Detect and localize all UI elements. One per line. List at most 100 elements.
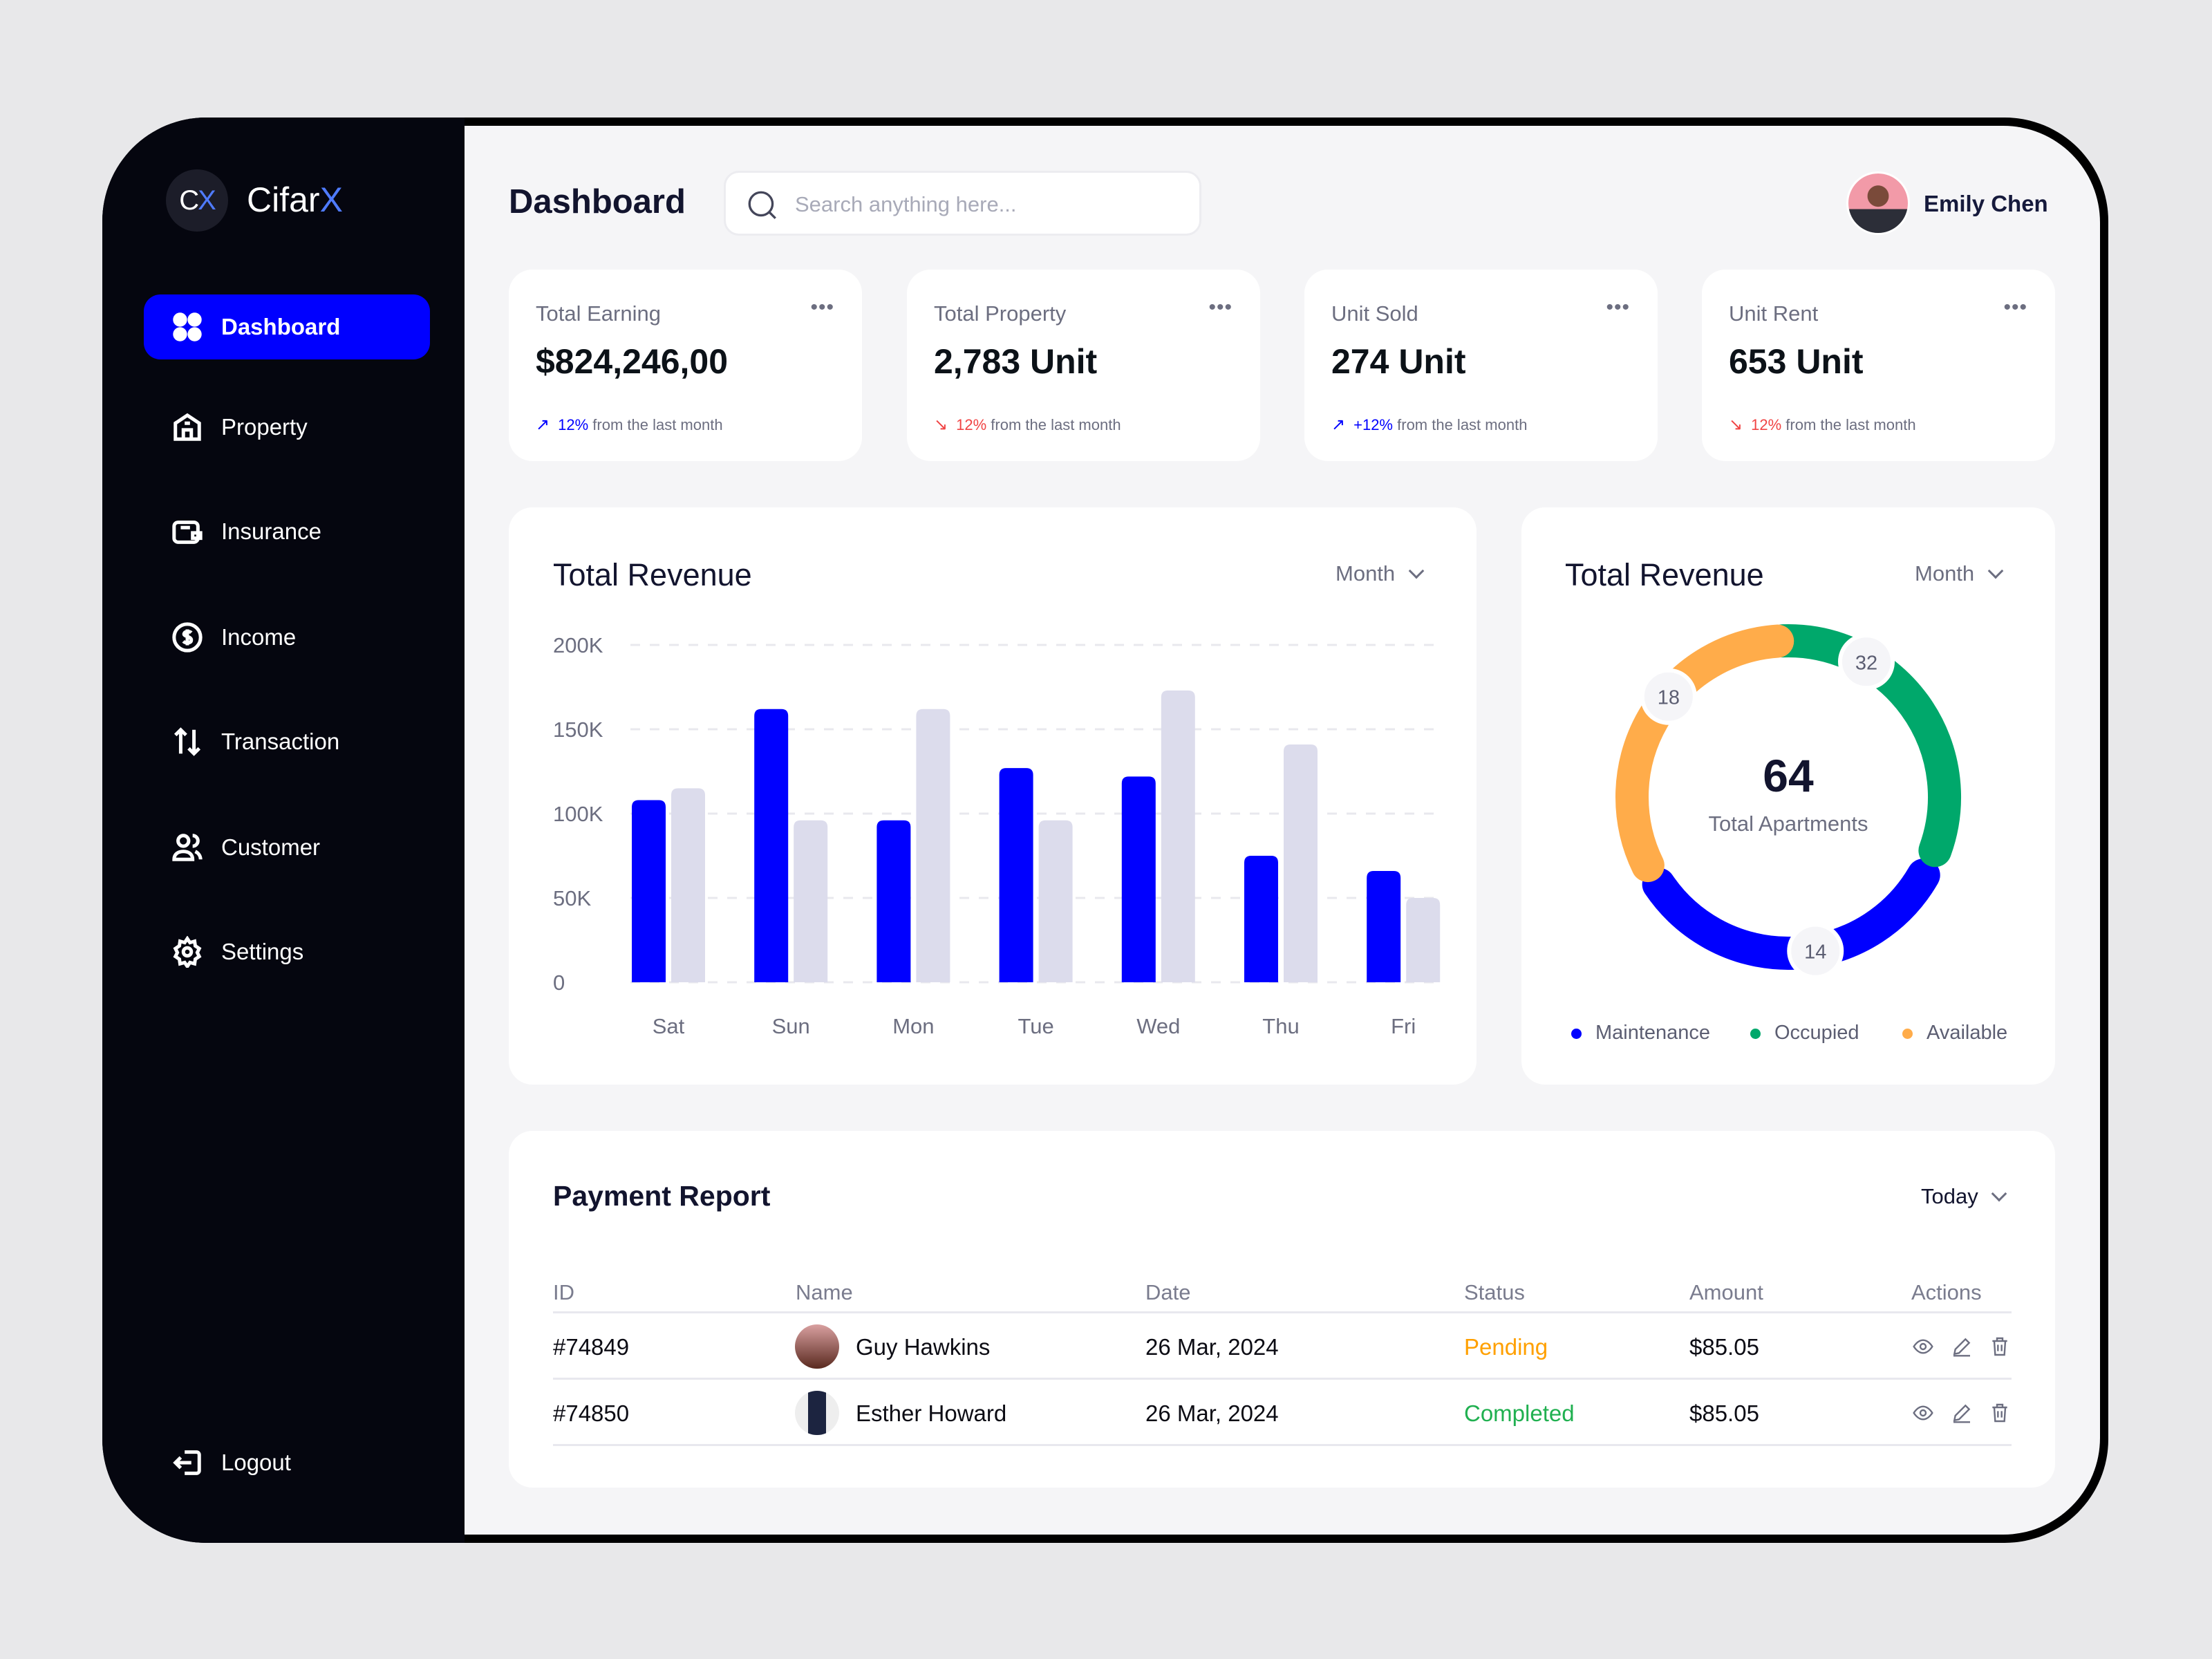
more-options-icon[interactable]: ••• — [2003, 296, 2027, 319]
customer-name: Guy Hawkins — [856, 1334, 991, 1360]
sidebar-item-property[interactable]: Property — [144, 395, 430, 460]
logout-button[interactable]: Logout — [144, 1430, 430, 1495]
column-header: Status — [1464, 1280, 1525, 1304]
column-header: Actions — [1911, 1280, 1982, 1304]
legend-item: Maintenance — [1571, 1022, 1710, 1044]
today-dropdown[interactable]: Today — [1921, 1184, 2007, 1209]
donut-segment-occupied[interactable] — [1766, 624, 1961, 868]
bar-mon-series-1[interactable] — [877, 820, 911, 982]
bar-wed-series-1[interactable] — [1121, 776, 1156, 982]
sidebar-item-label: Customer — [221, 834, 321, 860]
stat-value: 2,783 Unit — [934, 342, 1098, 381]
dropdown-label: Month — [1915, 561, 1975, 585]
x-tick-label: Sat — [653, 1014, 685, 1038]
bar-wed-series-2[interactable] — [1161, 690, 1195, 982]
sidebar-item-settings[interactable]: Settings — [144, 919, 430, 984]
trend-percent: 12% — [956, 416, 987, 433]
y-tick-label: 100K — [553, 802, 603, 826]
more-options-icon[interactable]: ••• — [810, 296, 834, 319]
bar-sun-series-2[interactable] — [794, 820, 828, 982]
delete-icon[interactable] — [1989, 1335, 2011, 1358]
payment-date: 26 Mar, 2024 — [1145, 1334, 1279, 1360]
sidebar-item-label: Transaction — [221, 729, 340, 754]
x-tick-label: Fri — [1391, 1014, 1416, 1038]
trend-suffix: from the last month — [991, 416, 1121, 433]
badge-value: 18 — [1658, 687, 1680, 709]
sidebar-item-label: Dashboard — [221, 314, 341, 339]
status-badge: Completed — [1464, 1400, 1575, 1426]
bar-tue-series-2[interactable] — [1038, 820, 1073, 982]
logout-label: Logout — [221, 1450, 291, 1475]
trend-percent: +12% — [1353, 416, 1393, 433]
bar-mon-series-2[interactable] — [916, 709, 950, 982]
stat-card: Unit Rent ••• 653 Unit ↘ 12% from the las… — [1702, 270, 2055, 461]
edit-icon[interactable] — [1951, 1402, 1973, 1424]
edit-icon[interactable] — [1951, 1335, 1973, 1358]
legend-label: Available — [1927, 1022, 2008, 1044]
payment-id: #74849 — [553, 1334, 630, 1360]
legend-item: Available — [1902, 1022, 2007, 1044]
sidebar-item-label: Insurance — [221, 518, 321, 544]
dropdown-label: Today — [1921, 1184, 1978, 1208]
delete-icon[interactable] — [1989, 1402, 2011, 1424]
search-input[interactable]: Search anything here... — [724, 171, 1201, 236]
payment-amount: $85.05 — [1689, 1400, 1759, 1426]
view-icon[interactable] — [1912, 1335, 1934, 1358]
more-options-icon[interactable]: ••• — [1606, 296, 1630, 319]
payment-title: Payment Report — [553, 1180, 771, 1212]
bar-fri-series-1[interactable] — [1367, 870, 1401, 982]
sidebar-item-transaction[interactable]: Transaction — [144, 709, 430, 774]
trend-suffix: from the last month — [592, 416, 723, 433]
user-name[interactable]: Emily Chen — [1924, 191, 2048, 216]
stat-trend: ↘ 12% from the last month — [1729, 415, 1916, 435]
trend-percent: 12% — [1751, 416, 1782, 433]
x-tick-label: Thu — [1262, 1014, 1299, 1038]
stat-label: Unit Rent — [1729, 301, 1819, 326]
sidebar-item-label: Settings — [221, 939, 304, 964]
gear-icon — [173, 936, 202, 968]
stat-value: $824,246,00 — [536, 342, 729, 381]
sidebar-item-customer[interactable]: Customer — [144, 815, 430, 880]
sidebar-item-dashboard[interactable]: Dashboard — [144, 294, 430, 359]
column-header: Name — [796, 1280, 853, 1304]
bar-fri-series-2[interactable] — [1406, 898, 1441, 982]
sidebar-item-income[interactable]: Income — [144, 605, 430, 670]
bar-sun-series-1[interactable] — [754, 709, 789, 982]
bar-sat-series-1[interactable] — [632, 800, 666, 982]
month-dropdown[interactable]: Month — [1915, 561, 2004, 586]
user-avatar[interactable] — [1846, 171, 1910, 235]
donut-value-badge: 32 — [1838, 633, 1895, 691]
more-options-icon[interactable]: ••• — [1208, 296, 1232, 319]
legend-dot — [1902, 1029, 1913, 1039]
legend-dot — [1750, 1029, 1761, 1039]
donut-center-label: Total Apartments — [1708, 812, 1868, 836]
bar-sat-series-2[interactable] — [671, 788, 705, 982]
customer-avatar — [795, 1391, 839, 1435]
badge-value: 32 — [1855, 652, 1877, 674]
y-tick-label: 200K — [553, 633, 603, 657]
bar-thu-series-1[interactable] — [1244, 856, 1278, 982]
logout-icon — [173, 1450, 201, 1475]
month-dropdown[interactable]: Month — [1335, 561, 1425, 586]
sidebar-item-label: Income — [221, 624, 297, 650]
y-tick-label: 0 — [553, 971, 565, 995]
stat-card: Total Property ••• 2,783 Unit ↘ 12% from … — [907, 270, 1260, 461]
trend-percent: 12% — [558, 416, 589, 433]
chevron-down-icon — [1991, 1185, 2007, 1202]
chart-title: Total Revenue — [553, 557, 752, 592]
stat-card: Total Earning ••• $824,246,00 ↗ 12% from … — [509, 270, 862, 461]
sidebar-item-insurance[interactable]: Insurance — [144, 499, 430, 564]
chart-title: Total Revenue — [1565, 557, 1764, 592]
grid-icon — [173, 312, 202, 341]
donut-center-value: 64 — [1763, 750, 1814, 801]
trend-up-icon: ↗ — [536, 415, 550, 434]
bar-tue-series-1[interactable] — [999, 768, 1033, 982]
customer-avatar — [795, 1324, 839, 1369]
view-icon[interactable] — [1912, 1402, 1934, 1424]
apartments-donut-card: Total Revenue Month 64 Total Apartments — [1521, 507, 2055, 1085]
bar-thu-series-2[interactable] — [1284, 744, 1318, 982]
x-tick-label: Tue — [1018, 1014, 1053, 1038]
